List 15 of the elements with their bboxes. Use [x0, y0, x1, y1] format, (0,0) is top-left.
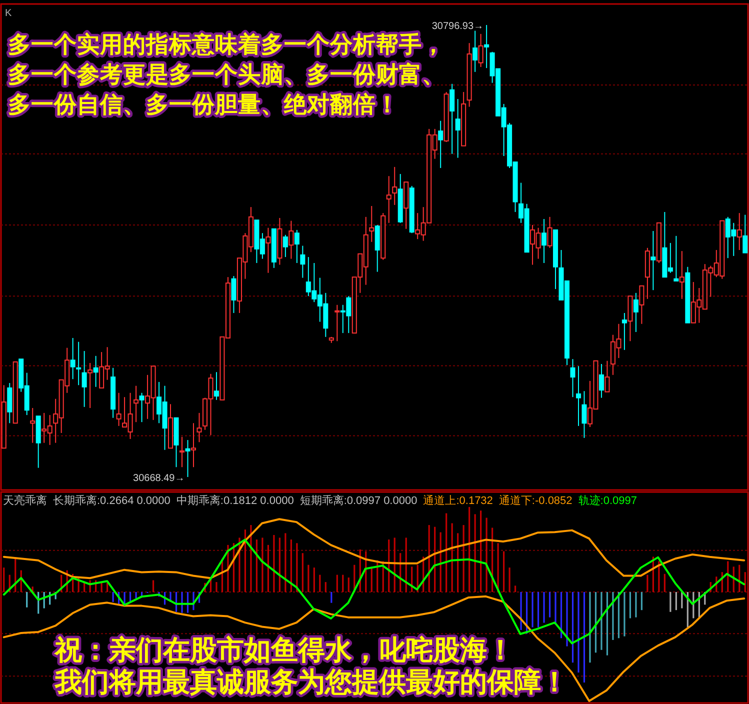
annotation: 祝：亲们在股市如鱼得水，叱咤股海！ — [53, 635, 514, 665]
text: 轨迹:0.0997 — [578, 494, 637, 507]
annotation: 长期乖离:0.2664 0.0000 — [53, 494, 170, 507]
annotation: K — [5, 8, 12, 19]
annotation: 多一个实用的指标意味着多一个分析帮手， — [8, 31, 445, 57]
annotation: 30668.49→ — [133, 473, 185, 484]
annotation: 多一份自信、多一份胆量、绝对翻倍！ — [8, 92, 399, 117]
annotation: 我们将用最真诚服务为您提供最好的保障！ — [54, 667, 568, 697]
annotation: 30796.93→ — [432, 21, 484, 32]
text: 通道上:0.1732 — [423, 494, 493, 507]
annotation: 中期乖离:0.1812 0.0000 — [176, 494, 294, 507]
annotation: 天亮乖离 — [3, 494, 47, 507]
text: 通道下:-0.0852 — [498, 494, 572, 507]
annotation: 短期乖离:0.0997 0.0000 — [300, 494, 418, 507]
annotation: 多一个参考更是多一个头脑、多一份财富、 — [8, 61, 445, 87]
